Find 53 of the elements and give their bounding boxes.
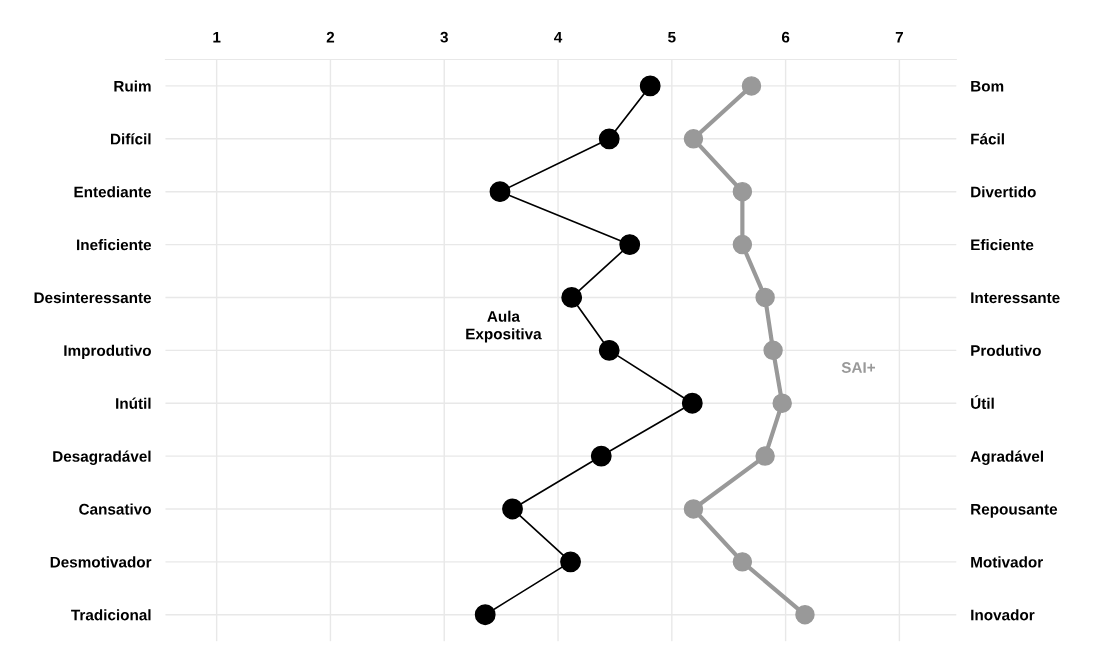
x-tick-label: 4 <box>554 31 563 43</box>
y2-tick-label: Bom <box>971 80 1004 92</box>
y-tick-label: Ruim <box>114 80 151 92</box>
y2-tick-label: Produtivo <box>971 344 1041 357</box>
y2-tick-label: Inovador <box>971 609 1035 621</box>
point <box>619 234 641 255</box>
point <box>741 76 762 96</box>
point <box>732 552 753 572</box>
point <box>474 604 496 626</box>
point <box>683 499 704 519</box>
y2-tick-label: Motivador <box>971 556 1043 568</box>
y-tick-label: Desmotivador <box>50 556 152 568</box>
y-tick-label: Entediante <box>74 186 152 198</box>
x-tick-label: 3 <box>440 31 448 43</box>
point <box>772 393 792 413</box>
point <box>561 287 583 308</box>
x-tick-label: 5 <box>668 31 676 43</box>
point <box>755 287 775 308</box>
y-tick-label: Tradicional <box>71 609 151 621</box>
y-tick-label: Difícil <box>110 133 151 145</box>
x-tick-label: 6 <box>781 31 790 43</box>
point <box>560 551 581 573</box>
point <box>590 445 612 467</box>
point <box>598 128 620 150</box>
y2-tick-label: Interessante <box>971 292 1060 304</box>
point <box>598 339 620 361</box>
y2-tick-label: Repousante <box>971 504 1058 518</box>
point <box>681 392 703 414</box>
point <box>763 340 783 361</box>
y2-tick-label: Útil <box>971 395 994 409</box>
series-label: Aula Expositiva <box>466 310 542 343</box>
point <box>502 498 523 520</box>
y-tick-label: Desagradável <box>53 450 151 465</box>
y2-tick-label: Divertido <box>971 186 1036 198</box>
text: SAI+ <box>841 362 876 373</box>
y2-tick-label: Agradável <box>970 450 1043 465</box>
point <box>755 446 775 466</box>
x-tick-label: 1 <box>213 31 221 43</box>
y2-tick-label: Eficiente <box>971 239 1034 251</box>
y-tick-label: Cansativo <box>79 503 151 515</box>
y-tick-label: Ineficiente <box>77 239 152 251</box>
x-tick-label: 2 <box>326 31 335 43</box>
x-tick-label: 7 <box>895 31 903 43</box>
point <box>639 75 661 97</box>
y-tick-label: Desinteressante <box>34 291 152 304</box>
point <box>732 234 753 255</box>
y-tick-label: Inútil <box>116 397 151 409</box>
y2-tick-label: Fácil <box>971 133 1004 145</box>
point <box>795 605 815 625</box>
point <box>489 181 511 203</box>
point <box>683 129 704 149</box>
point <box>732 181 753 202</box>
y-tick-label: Improdutivo <box>64 344 151 360</box>
